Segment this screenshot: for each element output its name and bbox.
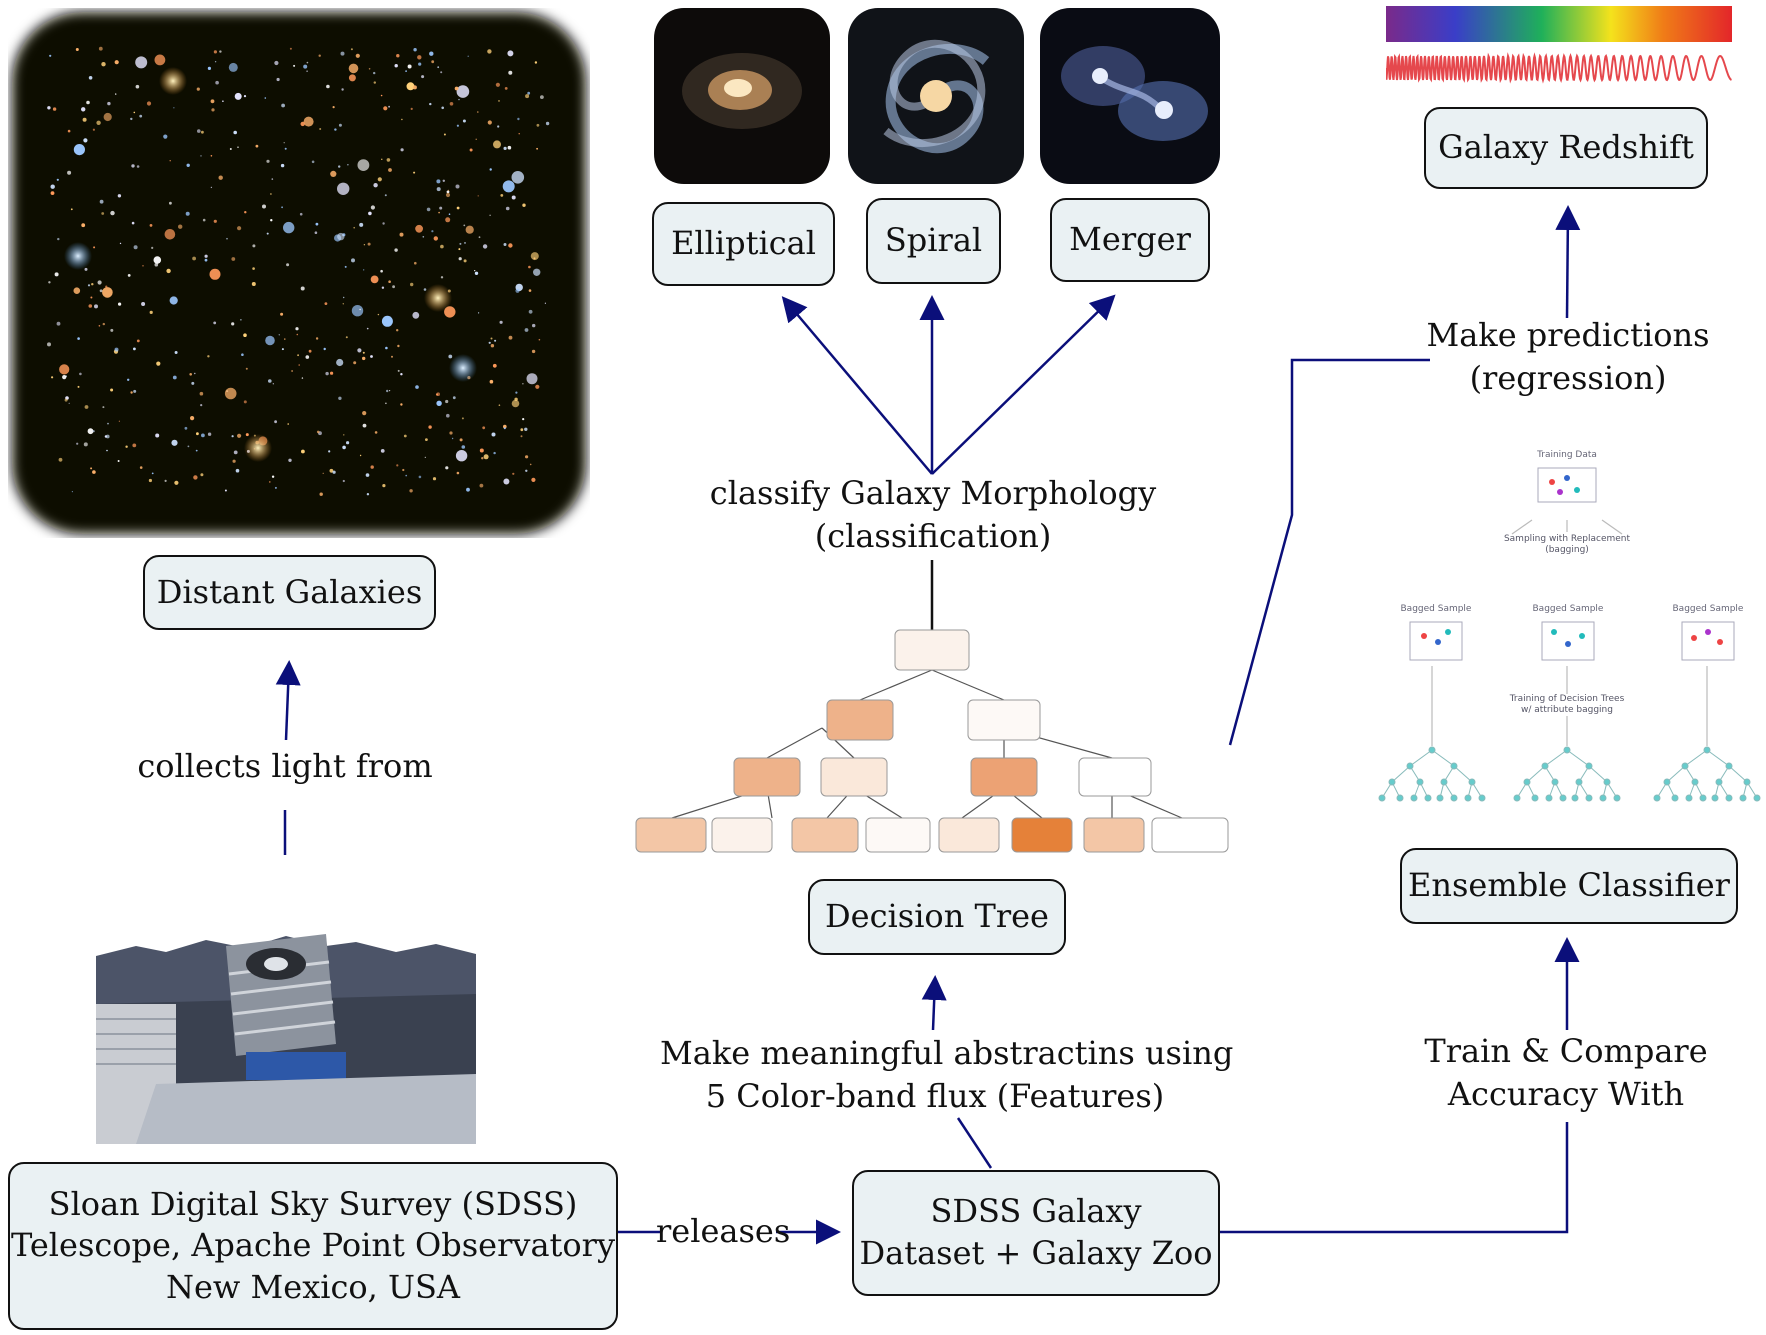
sdss-telescope-line-3: New Mexico, USA — [165, 1267, 460, 1306]
make-predictions-line-2: (regression) — [1469, 359, 1667, 398]
sdss-dataset-node: SDSS Galaxy Dataset + Galaxy Zoo — [852, 1170, 1220, 1296]
ensemble-bagged-sample-label-3: Bagged Sample — [1672, 604, 1744, 614]
galaxy-redshift-node: Galaxy Redshift — [1424, 107, 1708, 189]
edge-dataset-to-train — [1220, 1122, 1569, 1234]
ensemble-bagged-sample-label-2: Bagged Sample — [1532, 604, 1604, 614]
edge-abstraction-lower — [956, 1117, 993, 1169]
ensemble-bagged-sample-label-1: Bagged Sample — [1400, 604, 1472, 614]
classify-morphology-line-2: (classification) — [814, 517, 1052, 556]
edge-to-merger — [931, 294, 1116, 475]
tree-node — [1078, 757, 1152, 797]
tree-node — [865, 817, 931, 853]
abstractions-line-2: 5 Color-band flux (Features) — [705, 1077, 1165, 1116]
make-predictions-label: Make predictions (regression) — [1420, 314, 1716, 400]
edge-collects-upper — [275, 660, 301, 741]
sdss-telescope-node: Sloan Digital Sky Survey (SDSS) Telescop… — [8, 1162, 618, 1330]
tree-node — [733, 757, 801, 797]
classify-morphology-label: classify Galaxy Morphology (classificati… — [700, 472, 1166, 558]
sdss-telescope-image — [96, 934, 476, 1144]
abstractions-line-1: Make meaningful abstractins using — [660, 1034, 1234, 1072]
sdss-dataset-line-1: SDSS Galaxy — [930, 1192, 1142, 1231]
sdss-telescope-line-2: Telescope, Apache Point Observatory — [10, 1226, 616, 1265]
tree-node — [967, 699, 1041, 741]
ensemble-training-trees-line-1: Training of Decision Trees — [1509, 694, 1625, 704]
redshift-spectrum-image — [1386, 6, 1732, 84]
tree-node — [826, 699, 894, 741]
ensemble-training-trees-label: Training of Decision Trees w/ attribute … — [1482, 694, 1652, 716]
ensemble-training-data-label: Training Data — [1537, 450, 1597, 460]
make-predictions-line-1: Make predictions — [1426, 316, 1710, 354]
spiral-galaxy-image — [848, 8, 1024, 184]
distant-galaxies-node: Distant Galaxies — [143, 555, 436, 630]
ensemble-sampling-line-1: Sampling with Replacement — [1503, 534, 1631, 544]
edge-abstraction-upper — [921, 975, 947, 1031]
tree-node — [791, 817, 859, 853]
collects-light-label: collects light from — [137, 747, 433, 785]
edge-predictions-to-redshift — [1555, 205, 1581, 319]
tree-node — [1151, 817, 1229, 853]
elliptical-node: Elliptical — [652, 202, 835, 286]
decision-tree-node: Decision Tree — [808, 879, 1066, 955]
releases-label: releases — [656, 1212, 791, 1250]
tree-node — [820, 757, 888, 797]
tree-node — [938, 817, 1000, 853]
train-compare-line-2: Accuracy With — [1447, 1075, 1685, 1114]
elliptical-galaxy-image — [654, 8, 830, 184]
sdss-dataset-line-2: Dataset + Galaxy Zoo — [859, 1234, 1213, 1272]
train-compare-line-1: Train & Compare — [1424, 1032, 1708, 1070]
ensemble-training-trees-line-2: w/ attribute bagging — [1521, 704, 1613, 715]
tree-node — [711, 817, 773, 853]
ensemble-figure: Training Data Sampling with Replacement … — [1372, 446, 1762, 836]
ensemble-sampling-label: Sampling with Replacement (bagging) — [1472, 534, 1662, 556]
edge-tree-to-predictions — [1228, 358, 1430, 746]
abstractions-label: Make meaningful abstractins using 5 Colo… — [660, 1032, 1234, 1118]
sdss-telescope-line-1: Sloan Digital Sky Survey (SDSS) — [48, 1184, 578, 1223]
tree-node-root — [894, 629, 970, 671]
train-compare-label: Train & Compare Accuracy With — [1410, 1030, 1722, 1116]
ensemble-classifier-node: Ensemble Classifier — [1400, 848, 1738, 924]
classify-morphology-line-1: classify Galaxy Morphology — [709, 474, 1157, 512]
tree-node — [1011, 817, 1073, 853]
decision-tree-figure — [635, 629, 1229, 853]
ensemble-sampling-line-2: (bagging) — [1545, 544, 1589, 555]
tree-node — [970, 757, 1038, 797]
spiral-node: Spiral — [866, 198, 1001, 284]
edge-to-elliptical — [781, 296, 933, 475]
tree-node — [1083, 817, 1145, 853]
merger-galaxy-image — [1040, 8, 1220, 184]
merger-node: Merger — [1050, 198, 1210, 282]
tree-node — [635, 817, 707, 853]
deep-field-image — [12, 12, 586, 534]
